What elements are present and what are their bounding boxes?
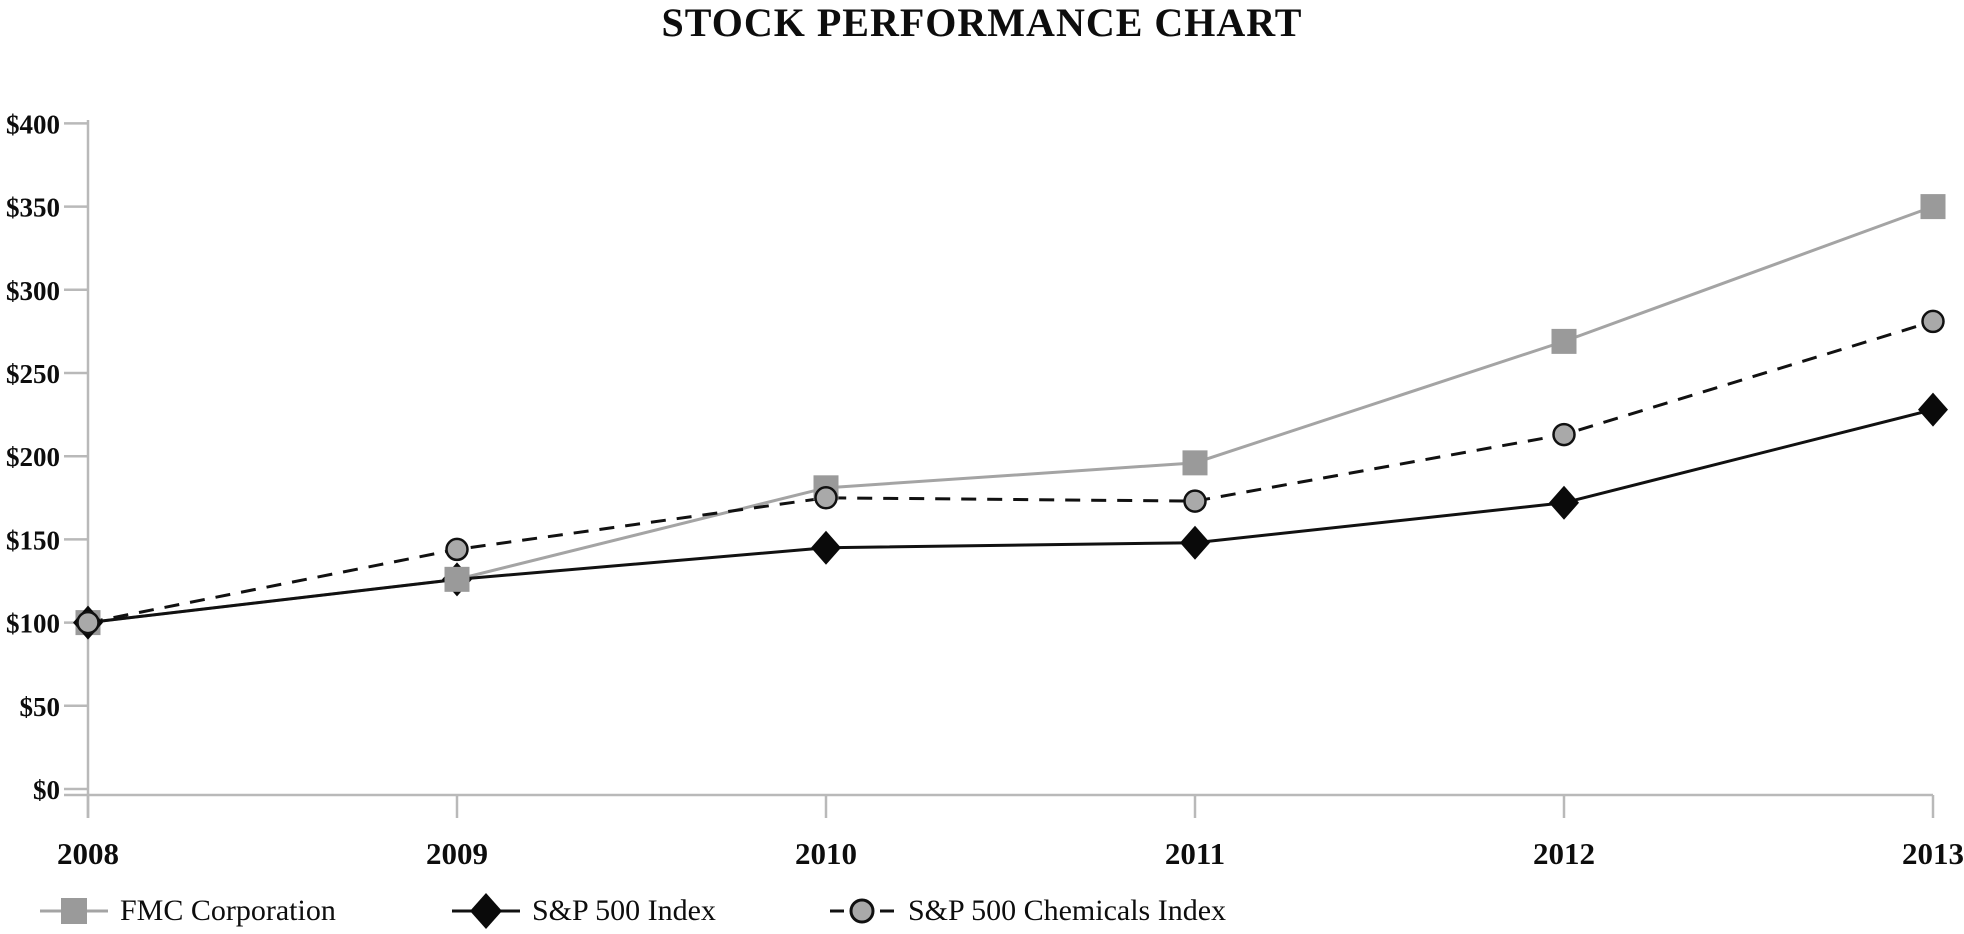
chart-title: STOCK PERFORMANCE CHART — [661, 0, 1303, 45]
legend-square-marker — [61, 898, 87, 924]
square-marker — [444, 566, 470, 592]
sp500-chemicals-circle-marker-icon — [830, 898, 894, 924]
series-line-0 — [87, 205, 1934, 625]
diamond-marker — [1549, 485, 1579, 520]
y-tick-label: $400 — [6, 109, 60, 139]
legend-diamond-marker — [470, 893, 502, 929]
series-line-1 — [87, 408, 1934, 625]
diamond-marker — [811, 530, 841, 565]
y-tick-label: $350 — [6, 193, 60, 223]
legend-label-sp500-chemicals-index: S&P 500 Chemicals Index — [908, 894, 1227, 927]
legend-circle-marker — [849, 898, 875, 924]
sp500-diamond-marker-icon — [452, 893, 520, 929]
x-tick-label: 2008 — [57, 836, 119, 871]
y-tick-label: $200 — [6, 442, 60, 472]
legend-label-sp500-index: S&P 500 Index — [532, 894, 716, 927]
circle-marker — [1921, 309, 1945, 334]
square-marker — [1551, 328, 1577, 354]
diamond-marker — [1180, 525, 1210, 560]
diamond-marker — [1918, 392, 1948, 427]
circle-marker — [445, 537, 469, 562]
chart-legend: FMC Corporation S&P 500 Index S&P 500 Ch… — [0, 889, 1964, 933]
x-tick-label: 2013 — [1902, 836, 1964, 871]
y-tick-label: $250 — [6, 359, 60, 389]
y-tick-label: $150 — [6, 525, 60, 555]
x-tick-label: 2012 — [1533, 836, 1595, 871]
legend-item-fmc-corporation: FMC Corporation — [40, 889, 336, 933]
legend-label-fmc-corporation: FMC Corporation — [120, 894, 336, 927]
legend-item-sp500-index: S&P 500 Index — [452, 889, 716, 933]
x-tick-label: 2010 — [795, 836, 857, 871]
circle-marker — [76, 610, 100, 635]
circle-marker — [1552, 422, 1576, 447]
legend-item-sp500-chemicals-index: S&P 500 Chemicals Index — [828, 889, 1226, 933]
y-tick-label: $50 — [20, 692, 61, 722]
y-tick-label: $300 — [6, 276, 60, 306]
series-line-2 — [87, 319, 1934, 625]
x-tick-label: 2011 — [1165, 836, 1225, 871]
y-tick-label: $0 — [33, 775, 60, 805]
circle-marker — [814, 486, 838, 510]
circle-marker — [1183, 489, 1207, 513]
square-marker — [1182, 450, 1208, 476]
fmc-square-marker-icon — [40, 898, 108, 924]
square-marker — [1920, 194, 1946, 220]
x-tick-label: 2009 — [426, 836, 488, 871]
y-tick-label: $100 — [6, 609, 60, 639]
